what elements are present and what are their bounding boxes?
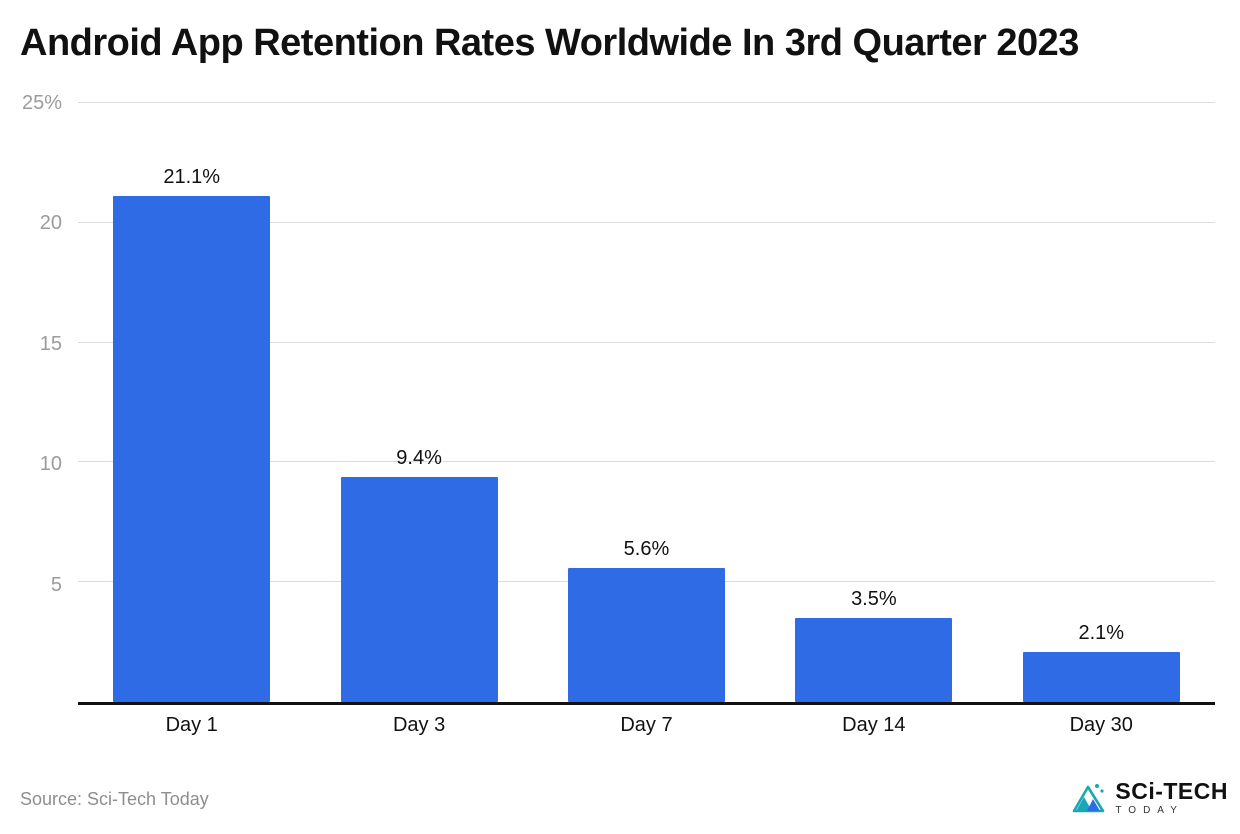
logo-line2: TODAY (1115, 805, 1184, 816)
gridline (78, 461, 1215, 463)
bar (795, 618, 953, 702)
source-text: Source: Sci-Tech Today (20, 789, 209, 809)
gridline (78, 341, 1215, 343)
x-tick-label: Day 7 (620, 714, 673, 736)
y-tick-label: 5 (50, 573, 62, 596)
plot-area: 21.1% 9.4% 5.6% 3.5% 2.1% (78, 102, 1215, 705)
logo-line1: SCi-TECH (1115, 778, 1228, 804)
bars-row: 21.1% 9.4% 5.6% 3.5% 2.1% (78, 103, 1215, 702)
bar-value-label: 21.1% (163, 166, 221, 189)
y-tick-label: 15 (39, 332, 62, 355)
bar-group: 9.4% (305, 103, 532, 702)
gridline (78, 221, 1215, 223)
y-tick-label: 10 (39, 453, 62, 476)
bar-group: 3.5% (760, 103, 987, 702)
x-tick-label: Day 30 (1069, 714, 1133, 736)
x-tick-label: Day 14 (842, 714, 906, 736)
bar (340, 476, 498, 702)
x-tick-label: Day 1 (165, 714, 218, 736)
bar-group: 21.1% (78, 103, 305, 702)
bar-value-label: 2.1% (1078, 621, 1125, 644)
bar (567, 567, 725, 702)
scitech-logo-icon (1073, 784, 1105, 813)
bar-group: 2.1% (988, 103, 1215, 702)
gridline (78, 102, 1215, 103)
bar-group: 5.6% (533, 103, 760, 702)
bar-value-label: 3.5% (851, 588, 897, 611)
y-tick-label: 25% (21, 92, 62, 114)
y-axis: 5 10 15 20 25% (0, 93, 62, 705)
logo: SCi-TECH TODAY (1072, 780, 1228, 816)
bar (1022, 651, 1180, 702)
y-tick-label: 20 (39, 212, 62, 235)
x-axis: Day 1 Day 3 Day 7 Day 14 Day 30 (78, 714, 1215, 737)
x-tick-label: Day 3 (392, 714, 446, 736)
bar (113, 196, 271, 702)
logo-text: SCi-TECH TODAY (1115, 780, 1228, 816)
bar-value-label: 9.4% (396, 446, 442, 469)
page-title: Android App Retention Rates Worldwide In… (20, 22, 1079, 64)
bar-value-label: 5.6% (623, 537, 670, 560)
